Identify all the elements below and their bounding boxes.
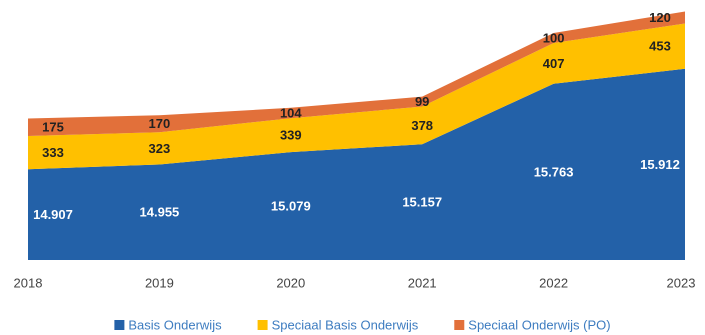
data-label: 15.079 bbox=[271, 198, 311, 213]
data-label: 14.955 bbox=[140, 205, 180, 220]
data-label: 100 bbox=[543, 30, 565, 45]
legend-swatch bbox=[114, 320, 125, 330]
data-label: 15.763 bbox=[534, 164, 574, 179]
legend-label: Speciaal Basis Onderwijs bbox=[272, 317, 419, 332]
data-label: 15.157 bbox=[402, 195, 442, 210]
area bbox=[28, 68, 685, 260]
x-tick-label: 2022 bbox=[539, 275, 568, 290]
data-label: 453 bbox=[649, 39, 671, 54]
x-tick-label: 2018 bbox=[14, 275, 43, 290]
data-label: 170 bbox=[149, 116, 171, 131]
data-label: 104 bbox=[280, 105, 302, 120]
legend-swatch bbox=[257, 320, 268, 330]
data-label: 99 bbox=[415, 94, 429, 109]
area bbox=[28, 11, 685, 136]
data-label: 323 bbox=[149, 141, 171, 156]
data-label: 407 bbox=[543, 56, 565, 71]
data-label: 333 bbox=[42, 145, 64, 160]
data-label: 14.907 bbox=[33, 207, 73, 222]
data-label: 378 bbox=[411, 118, 433, 133]
data-label: 120 bbox=[649, 10, 671, 25]
legend-label: Speciaal Onderwijs (PO) bbox=[468, 317, 610, 332]
x-tick-label: 2019 bbox=[145, 275, 174, 290]
x-tick-label: 2023 bbox=[667, 275, 696, 290]
data-label: 339 bbox=[280, 128, 302, 143]
data-label: 175 bbox=[42, 120, 64, 135]
legend: Basis Onderwijs Speciaal Basis Onderwijs S… bbox=[114, 317, 611, 332]
x-tick-label: 2021 bbox=[408, 275, 437, 290]
legend-swatch bbox=[454, 320, 465, 330]
x-tick-label: 2020 bbox=[276, 275, 305, 290]
data-label: 15.912 bbox=[640, 157, 680, 172]
legend-label: Basis Onderwijs bbox=[128, 317, 222, 332]
area bbox=[28, 23, 685, 170]
